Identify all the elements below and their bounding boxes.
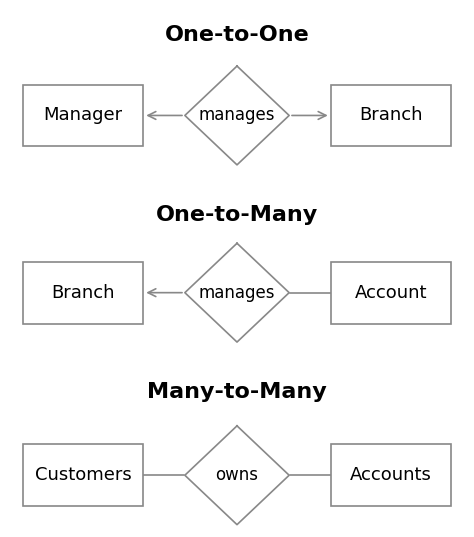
Text: One-to-One: One-to-One (164, 25, 310, 45)
Text: Manager: Manager (44, 106, 122, 125)
Bar (22, 445, 143, 506)
Text: Account: Account (355, 284, 427, 302)
Text: One-to-Many: One-to-Many (156, 205, 318, 225)
Text: Accounts: Accounts (350, 466, 432, 484)
Bar (331, 445, 451, 506)
Bar (331, 84, 451, 146)
Text: manages: manages (199, 106, 275, 125)
Bar (22, 84, 143, 146)
Text: Branch: Branch (51, 284, 115, 302)
Text: manages: manages (199, 284, 275, 302)
Text: Customers: Customers (35, 466, 131, 484)
Bar (331, 262, 451, 323)
Polygon shape (185, 66, 289, 165)
Bar (22, 262, 143, 323)
Polygon shape (185, 243, 289, 342)
Polygon shape (185, 426, 289, 525)
Text: Many-to-Many: Many-to-Many (147, 382, 327, 402)
Text: owns: owns (216, 466, 258, 484)
Text: Branch: Branch (359, 106, 423, 125)
